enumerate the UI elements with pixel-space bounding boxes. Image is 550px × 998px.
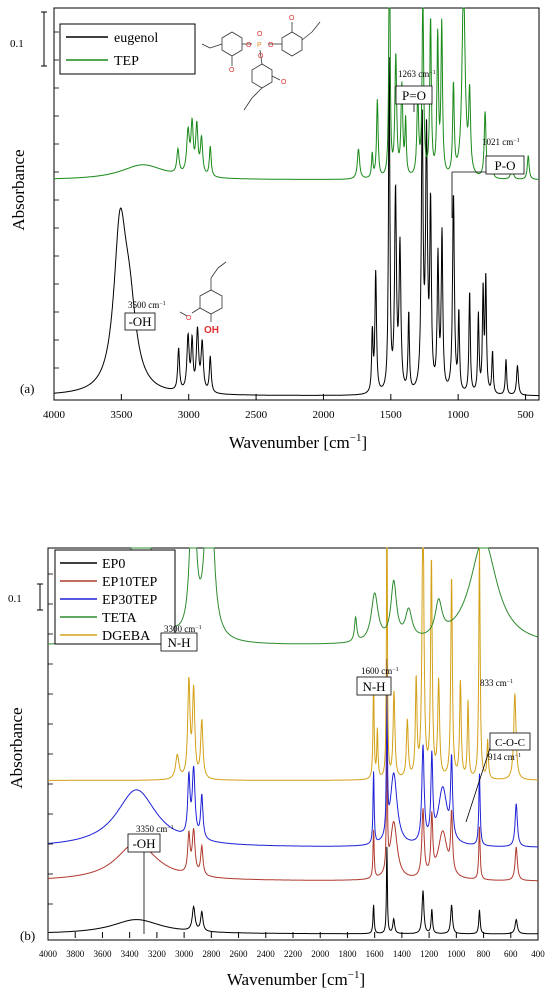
panel-b-x-tick-label-3400: 3400: [121, 949, 140, 959]
panel-b-x-tick-label-2400: 2400: [257, 949, 276, 959]
panel-a-x-tick-label-500: 500: [517, 409, 534, 421]
panel-b-x-tick-label-1000: 1000: [447, 949, 466, 959]
panel-a-x-axis-title-main: Wavenumber [cm: [229, 433, 350, 452]
panel-b-annotation-nh-2: N-H: [362, 679, 385, 694]
tep-structure: [201, 21, 321, 111]
panel-a-x-tick-label-4000: 4000: [43, 409, 66, 421]
tep-structure-o4: O: [258, 53, 264, 60]
panel-a-legend-eugenol: eugenol: [114, 31, 158, 46]
panel-b-x-tick-label-1400: 1400: [393, 949, 412, 959]
panel-b-annotation-3350-wavenumber: 3350 cm−1: [136, 824, 174, 834]
panel-b-annotation-1600-wavenumber: 1600 cm−1: [361, 666, 399, 676]
panel-b-label: (b): [20, 928, 35, 943]
panel-b-y-ticks: [48, 573, 53, 905]
panel-a-annotation-1021-wavenumber: 1021 cm−1: [482, 137, 520, 147]
panel-b-annotation-nh-2-box: [356, 676, 392, 696]
panel-b-x-ticks: 4000 3800 3600 3400 3200 3000 2800 2600 2400 2200…: [39, 932, 545, 959]
panel-b-annotation-833-wavenumber: 833 cm−1: [480, 678, 513, 688]
panel-a-x-ticks: 4000 3500 3000 2500 2000 1500 1000 500: [43, 394, 534, 421]
panel-a-x-tick-label-3000: 3000: [178, 409, 201, 421]
eugenol-structure: [179, 261, 227, 322]
panel-a-x-tick-label-1500: 1500: [380, 409, 403, 421]
panel-b-annotation-oh: -OH: [132, 836, 155, 851]
panel-b-x-tick-label-2000: 2000: [311, 949, 330, 959]
panel-a-x-tick-label-2500: 2500: [245, 409, 268, 421]
panel-b-series-dgeba: [48, 547, 538, 781]
panel-b-legend-ep0: EP0: [102, 557, 125, 572]
panel-a-x-axis-title-end: ]: [361, 433, 367, 452]
panel-b-legend-ep10tep: EP10TEP: [102, 575, 157, 590]
panel-a-legend-box: [59, 23, 196, 75]
panel-b-legend-teta: TETA: [102, 611, 138, 626]
panel-b-x-tick-label-4000: 4000: [39, 949, 58, 959]
eugenol-structure-o: O: [186, 315, 192, 322]
panel-a-x-tick-label-1000: 1000: [447, 409, 470, 421]
tep-structure-o5: O: [229, 67, 235, 74]
panel-b-x-tick-label-2800: 2800: [202, 949, 221, 959]
panel-a-x-tick-label-2000: 2000: [312, 409, 335, 421]
panel-a: 4000 3500 3000 2500 2000 1500 1000 500 0.1 Abso…: [9, 7, 540, 452]
panel-a-annotation-3500-wavenumber: 3500 cm−1: [128, 300, 166, 310]
panel-a-annotation-1263-wavenumber: 1263 cm−1: [398, 69, 436, 79]
panel-a-x-axis-title: Wavenumber [cm−1]: [229, 432, 367, 452]
panel-b-x-tick-label-2200: 2200: [284, 949, 303, 959]
eugenol-structure-oh: OH: [204, 325, 219, 336]
panel-a-legend-tep: TEP: [114, 54, 139, 69]
panel-a-annotation-oh: -OH: [128, 314, 151, 329]
tep-structure-o7: O: [281, 79, 287, 86]
tep-structure-o1: O: [257, 31, 263, 38]
panel-b-x-tick-label-3200: 3200: [148, 949, 167, 959]
panel-b-annotation-3300-wavenumber: 3300 cm−1: [164, 624, 202, 634]
panel-b-x-axis-title-sup: −1: [348, 969, 360, 981]
panel-b-legend: EP0 EP10TEP EP30TEP TETA DGEBA: [60, 557, 157, 644]
tep-structure-o2: O: [246, 42, 252, 49]
panel-a-x-axis-title-sup: −1: [350, 432, 362, 444]
panel-b-annotation-coc-box: [489, 732, 531, 751]
panel-a-frame: [53, 7, 540, 401]
tep-structure-o3: O: [268, 42, 274, 49]
panel-a-annotation-po-single: P-O: [495, 158, 516, 173]
panel-b-x-axis-title-end: ]: [359, 970, 365, 989]
panel-b-x-axis-title-main: Wavenumber [cm: [227, 970, 348, 989]
panel-b-series-ep10tep: [48, 720, 538, 882]
panel-b-series-ep30tep: [47, 658, 538, 848]
tep-structure-p: P: [257, 42, 262, 49]
panel-b-series-ep0: [48, 846, 538, 935]
panel-b-legend-ep30tep: EP30TEP: [102, 593, 157, 608]
panel-a-series-tep: [54, 7, 539, 180]
panel-b-legend-dgeba: DGEBA: [102, 629, 151, 644]
panel-b-annotation-nh-1-box: [160, 632, 198, 652]
panel-b-x-axis-title: Wavenumber [cm−1]: [227, 969, 365, 989]
panel-b-x-tick-label-400: 400: [531, 949, 545, 959]
panel-b-x-tick-label-1800: 1800: [338, 949, 357, 959]
tep-structure-o6: O: [289, 15, 295, 22]
panel-b-x-tick-label-3600: 3600: [93, 949, 112, 959]
panel-a-x-tick-label-3500: 3500: [110, 409, 133, 421]
panel-b-x-tick-label-3000: 3000: [175, 949, 194, 959]
panel-b: 4000 3800 3600 3400 3200 3000 2800 2600 2400 2200…: [7, 547, 545, 989]
panel-b-x-tick-label-1200: 1200: [420, 949, 439, 959]
panel-b-y-axis-title: Absorbance: [7, 707, 26, 788]
panel-b-x-tick-label-3800: 3800: [66, 949, 85, 959]
panel-b-scale-bar-label: 0.1: [8, 593, 22, 605]
panel-b-annotation-coc: C-O-C: [495, 737, 525, 749]
panel-b-x-tick-label-2600: 2600: [230, 949, 249, 959]
panel-a-y-ticks: [54, 31, 59, 369]
panel-b-frame: [47, 547, 539, 941]
panel-a-label: (a): [20, 381, 34, 396]
panel-b-annotation-nh-1: N-H: [167, 635, 190, 650]
panel-a-y-axis-title: Absorbance: [9, 149, 28, 230]
panel-a-annotation-oh-box: [124, 312, 156, 331]
panel-b-x-tick-label-1600: 1600: [366, 949, 385, 959]
panel-a-annotation-po-double: P=O: [402, 88, 426, 103]
panel-b-x-tick-label-600: 600: [504, 949, 518, 959]
panel-a-scale-bar-label: 0.1: [10, 38, 24, 50]
panel-b-legend-box: [54, 549, 176, 645]
panel-b-annotation-914-wavenumber: 914 cm−1: [488, 752, 521, 762]
panel-a-annotation-po-single-box: [485, 155, 525, 175]
panel-b-x-tick-label-800: 800: [477, 949, 491, 959]
panel-b-annotation-coc-leader: [465, 747, 491, 823]
